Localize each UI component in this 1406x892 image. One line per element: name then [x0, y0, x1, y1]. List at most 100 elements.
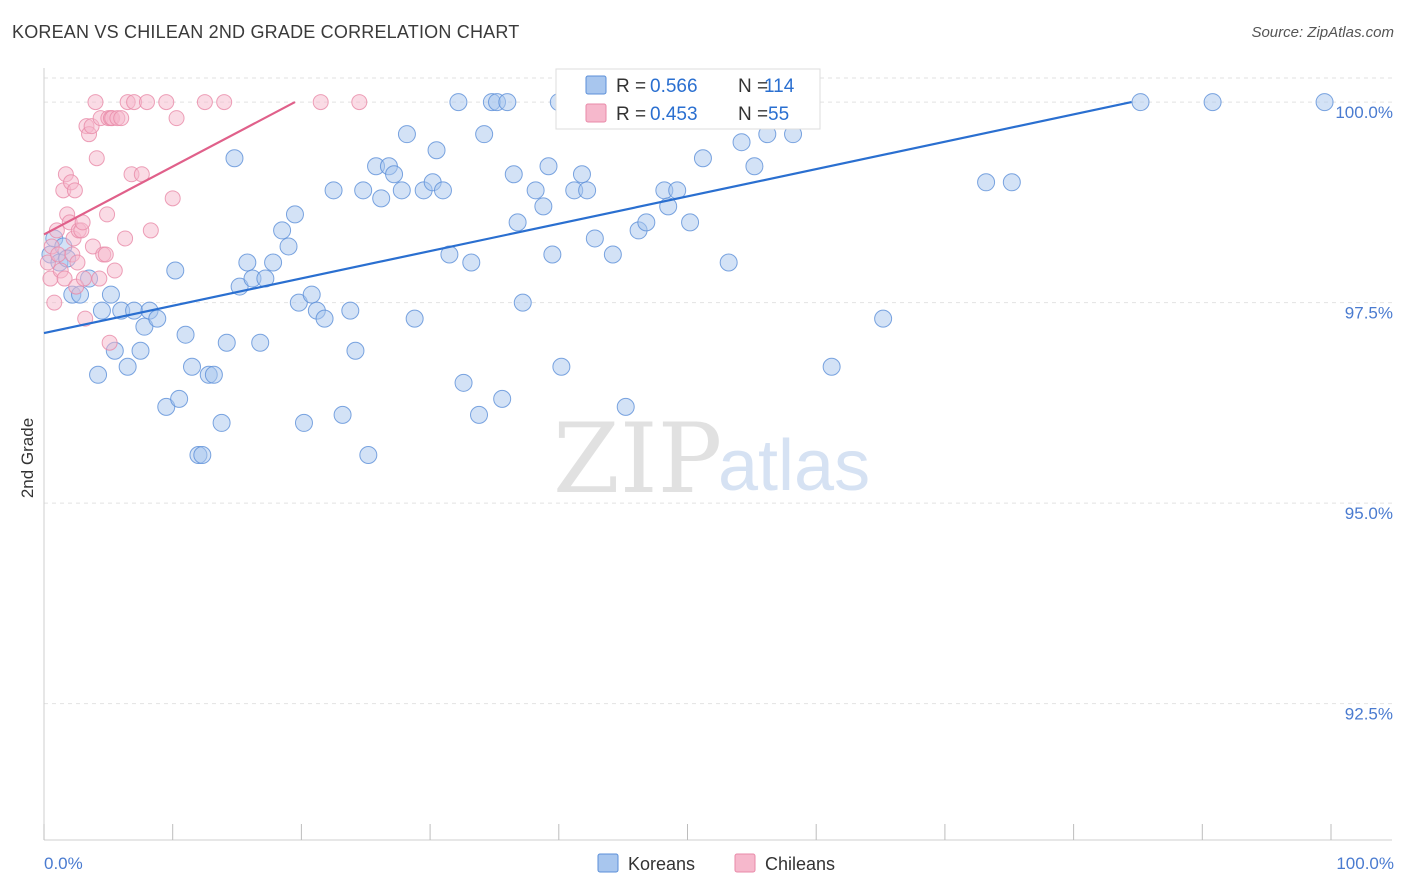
chilean-point [216, 94, 233, 111]
korean-point [433, 181, 452, 200]
korean-point [212, 413, 231, 432]
korean-point [183, 357, 202, 376]
axes [43, 68, 1392, 841]
chilean-point [88, 150, 105, 167]
korean-point [498, 93, 517, 112]
grid-lines [44, 77, 1392, 705]
korean-point [603, 245, 622, 264]
korean-point [251, 333, 270, 352]
korean-point [578, 181, 597, 200]
chilean-point [97, 246, 114, 263]
chilean-point [158, 94, 175, 111]
legend-chilean-swatch [585, 103, 607, 123]
korean-point [264, 253, 283, 272]
korean-point [354, 181, 373, 200]
korean-point [131, 341, 150, 360]
korean-point [238, 253, 257, 272]
chilean-point [87, 94, 104, 111]
korean-point [1315, 93, 1334, 112]
korean-point [1131, 93, 1150, 112]
legend-korean-n-label: N = [738, 76, 768, 97]
korean-point [225, 149, 244, 168]
y-tick-label: 95.0% [1345, 504, 1393, 523]
korean-point [526, 181, 545, 200]
chilean-point [113, 110, 130, 127]
chilean-point [50, 246, 67, 263]
korean-point [315, 309, 334, 328]
bottom-legend-chilean-swatch [734, 853, 756, 873]
korean-point [92, 301, 111, 320]
legend-chilean-n-value: 55 [768, 104, 789, 125]
korean-point [504, 165, 523, 184]
source-label: Source: ZipAtlas.com [1251, 24, 1394, 41]
legend-korean-swatch [585, 75, 607, 95]
korean-point [543, 245, 562, 264]
korean-point [493, 389, 512, 408]
korean-point [204, 365, 223, 384]
chilean-point [164, 190, 181, 207]
korean-point [148, 309, 167, 328]
korean-trend-line [43, 101, 1132, 335]
chart-title: KOREAN VS CHILEAN 2ND GRADE CORRELATION … [12, 22, 520, 42]
x-tick-label-max: 100.0% [1336, 854, 1394, 873]
legend-korean-n-value: 114 [764, 76, 795, 97]
chilean-point [101, 334, 118, 351]
y-tick-label: 92.5% [1345, 705, 1393, 724]
top-legend: R = 0.566 N = 114 R = 0.453 N = 55 [555, 68, 821, 130]
korean-point [572, 165, 591, 184]
korean-point [89, 365, 108, 384]
korean-point [585, 229, 604, 248]
korean-point [273, 221, 292, 240]
chilean-point [117, 230, 134, 247]
korean-point [977, 173, 996, 192]
korean-point [822, 357, 841, 376]
korean-point [359, 446, 378, 464]
bottom-legend-chilean-label: Chileans [765, 854, 835, 874]
legend-korean-r-label: R = [616, 76, 646, 97]
korean-point [385, 165, 404, 184]
chilean-point [168, 110, 185, 127]
korean-point [294, 413, 313, 432]
chilean-point [77, 310, 94, 327]
korean-point [279, 237, 298, 256]
chilean-point [196, 94, 213, 111]
korean-point [157, 397, 176, 416]
korean-point [1002, 173, 1021, 192]
y-tick-label: 97.5% [1345, 304, 1393, 323]
korean-point [539, 157, 558, 176]
korean-point [513, 293, 532, 312]
chilean-point [142, 222, 159, 239]
korean-point [405, 309, 424, 328]
korean-point [289, 293, 308, 312]
chilean-point [75, 270, 92, 287]
korean-point [170, 389, 189, 408]
chilean-point [69, 254, 86, 271]
legend-chilean-r-label: R = [616, 104, 646, 125]
chilean-point [106, 262, 123, 279]
korean-point [745, 157, 764, 176]
chilean-point [351, 94, 368, 111]
chilean-point [99, 206, 116, 223]
chilean-point [56, 270, 73, 287]
korean-point [874, 309, 893, 328]
chilean-trend-line [43, 101, 296, 236]
korean-point [693, 149, 712, 168]
korean-point [135, 317, 154, 336]
korean-point [1203, 93, 1222, 112]
korean-point [346, 341, 365, 360]
korean-point [616, 397, 635, 416]
korean-point [392, 181, 411, 200]
korean-point [324, 181, 343, 200]
korean-point [681, 213, 700, 232]
korean-point [454, 373, 473, 392]
chilean-point [138, 94, 155, 111]
korean-point [462, 253, 481, 272]
korean-point [302, 285, 321, 304]
legend-chilean-r-value: 0.453 [650, 104, 698, 125]
korean-point [470, 405, 489, 424]
korean-point [732, 133, 751, 152]
bottom-legend-korean-label: Koreans [628, 854, 695, 874]
chilean-point [66, 182, 83, 199]
korean-point [372, 189, 391, 208]
